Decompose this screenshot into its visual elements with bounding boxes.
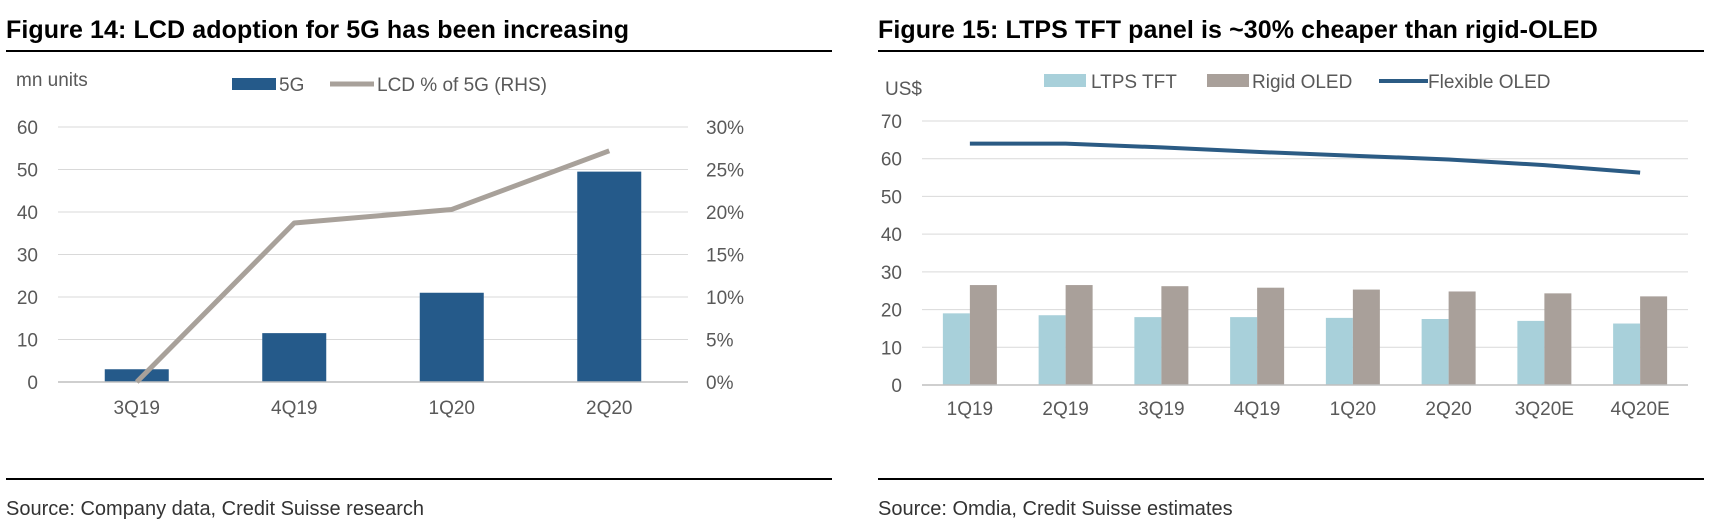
x-tick-label: 4Q19 [271, 398, 317, 419]
y-tick-label: 50 [17, 161, 38, 182]
y-tick-label: 20 [17, 288, 38, 309]
legend-label-lcd: LCD % of 5G (RHS) [377, 75, 547, 96]
bar-rigid-oled [1065, 285, 1093, 385]
y-tick-label: 60 [17, 118, 38, 139]
bar-5g [104, 369, 169, 382]
y-tick-label: 40 [17, 203, 38, 224]
x-tick-label: 2Q20 [1425, 399, 1471, 420]
bar-ltps-tft [942, 313, 970, 385]
figure-14-source: Source: Company data, Credit Suisse rese… [6, 498, 424, 520]
bar-ltps-tft [1134, 317, 1162, 385]
y2-tick-label: 20% [706, 203, 744, 224]
x-tick-label: 1Q20 [1330, 399, 1376, 420]
bar-ltps-tft [1230, 317, 1258, 385]
y-tick-label: 0 [27, 373, 38, 394]
x-tick-label: 3Q20E [1515, 399, 1574, 420]
bar-5g [419, 292, 484, 382]
y-tick-label: 10 [17, 331, 38, 352]
bar-ltps-tft [1613, 323, 1641, 385]
y2-tick-label: 30% [706, 118, 744, 139]
x-tick-label: 3Q19 [1138, 399, 1184, 420]
bar-ltps-tft [1421, 319, 1449, 385]
bar-rigid-oled [969, 285, 997, 385]
figure-15-title: Figure 15: LTPS TFT panel is ~30% cheape… [878, 16, 1598, 44]
bar-rigid-oled [1448, 291, 1476, 385]
figure-15-source: Source: Omdia, Credit Suisse estimates [878, 498, 1233, 520]
bar-rigid-oled [1544, 293, 1572, 385]
figure-15-top-rule [878, 50, 1704, 52]
x-tick-label: 3Q19 [114, 398, 160, 419]
y-tick-label: 10 [881, 338, 902, 359]
y-tick-label: 70 [881, 112, 902, 133]
bar-ltps-tft [1517, 320, 1545, 385]
figure-14-chart: mn units 0 10 20 30 40 50 60 0% 5% 10% 15% 20% 25% 30%… [16, 70, 744, 419]
line-lcd-pct [134, 148, 611, 384]
bar-ltps-tft [1038, 315, 1066, 385]
y2-tick-label: 5% [706, 331, 734, 352]
legend-label-flexible: Flexible OLED [1428, 72, 1551, 93]
legend-label-5g: 5G [279, 75, 304, 96]
bar-ltps-tft [1325, 317, 1353, 385]
y-tick-label: 30 [881, 263, 902, 284]
bar-5g [577, 171, 642, 382]
bar-rigid-oled [1640, 296, 1668, 385]
x-tick-label: 1Q20 [429, 398, 475, 419]
y-tick-label: 40 [881, 225, 902, 246]
y2-tick-label: 15% [706, 246, 744, 267]
y-tick-label: 30 [17, 246, 38, 267]
figure-15-chart: US$ 0 10 20 30 40 50 60 70 1Q19 2Q19 3Q19 4Q19 1Q20 2Q… [881, 72, 1688, 420]
figure-14-top-rule [6, 50, 832, 52]
bar-rigid-oled [1257, 287, 1285, 385]
y2-tick-label: 10% [706, 288, 744, 309]
x-tick-label: 2Q20 [586, 398, 632, 419]
legend-swatch-5g [232, 78, 276, 90]
y2-tick-label: 0% [706, 373, 734, 394]
y-tick-label: 0 [891, 376, 902, 397]
bar-5g [262, 333, 327, 382]
y-axis-label: US$ [885, 79, 922, 100]
bar-rigid-oled [1352, 289, 1380, 385]
legend-label-ltps: LTPS TFT [1091, 72, 1177, 93]
y-tick-label: 60 [881, 150, 902, 171]
figure-15-bottom-rule [878, 478, 1704, 480]
x-tick-label: 1Q19 [947, 399, 993, 420]
legend-label-rigid: Rigid OLED [1252, 72, 1352, 93]
x-tick-label: 2Q19 [1042, 399, 1088, 420]
y-tick-label: 20 [881, 301, 902, 322]
y-axis-label: mn units [16, 70, 88, 91]
figure-14-title: Figure 14: LCD adoption for 5G has been … [6, 16, 630, 44]
legend-swatch-rigid [1207, 74, 1249, 87]
x-tick-label: 4Q20E [1611, 399, 1670, 420]
x-tick-label: 4Q19 [1234, 399, 1280, 420]
line-flexible-oled [969, 141, 1641, 175]
figure-14-bottom-rule [6, 478, 832, 480]
legend-swatch-ltps [1044, 74, 1086, 87]
bar-rigid-oled [1161, 286, 1189, 385]
y2-tick-label: 25% [706, 161, 744, 182]
y-tick-label: 50 [881, 187, 902, 208]
